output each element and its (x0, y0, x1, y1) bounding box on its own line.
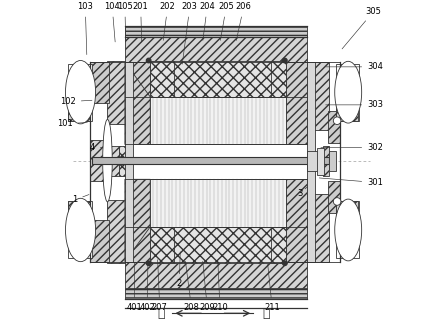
Bar (125, 62, 150, 97)
Bar (125, 227, 150, 262)
Text: 101: 101 (57, 119, 87, 128)
Bar (317, 147, 324, 175)
Text: 103: 103 (78, 3, 93, 54)
Text: 209: 209 (199, 261, 215, 312)
Text: 208: 208 (183, 261, 199, 312)
Bar (150, 179, 287, 227)
Circle shape (333, 117, 341, 125)
Ellipse shape (335, 61, 361, 123)
Bar (90, 62, 109, 103)
Bar (119, 146, 128, 176)
Text: 305: 305 (342, 7, 381, 49)
Text: 3: 3 (297, 187, 307, 198)
Text: 后: 后 (262, 307, 270, 320)
Bar (125, 62, 133, 262)
Text: 207: 207 (152, 260, 167, 312)
Bar (90, 140, 108, 181)
Bar (108, 61, 125, 124)
Bar (68, 92, 90, 121)
Ellipse shape (66, 198, 96, 262)
Bar (335, 202, 358, 230)
Bar (68, 64, 92, 121)
Text: 102: 102 (60, 97, 92, 106)
Polygon shape (287, 179, 307, 262)
Bar (125, 288, 307, 299)
Text: 202: 202 (160, 3, 175, 40)
Bar (90, 221, 109, 262)
Bar (125, 262, 307, 289)
Bar (329, 151, 335, 171)
Bar (307, 62, 329, 130)
Bar (307, 194, 329, 262)
Text: 204: 204 (199, 3, 215, 40)
Bar (150, 97, 287, 145)
Bar (323, 146, 329, 176)
Text: 304: 304 (326, 62, 383, 71)
Bar (328, 181, 340, 213)
Text: 206: 206 (236, 3, 252, 40)
Bar (150, 227, 287, 263)
Text: 210: 210 (212, 261, 228, 312)
Text: 2: 2 (177, 252, 182, 288)
Polygon shape (125, 179, 150, 262)
Text: 205: 205 (218, 3, 234, 40)
Circle shape (283, 58, 287, 63)
Bar (68, 202, 90, 230)
Text: 402: 402 (139, 263, 155, 312)
Circle shape (147, 261, 151, 265)
Text: 211: 211 (264, 264, 280, 312)
Bar (150, 227, 174, 263)
Bar (307, 151, 318, 171)
Text: 前: 前 (158, 307, 165, 320)
Bar (109, 146, 119, 176)
Ellipse shape (335, 199, 361, 261)
Bar (271, 61, 287, 97)
Polygon shape (287, 62, 307, 145)
Text: 105: 105 (117, 3, 133, 42)
Text: 203: 203 (182, 3, 198, 64)
Ellipse shape (66, 61, 96, 124)
Text: 302: 302 (321, 143, 383, 152)
Bar (271, 227, 287, 263)
Bar (150, 61, 287, 97)
Text: 104: 104 (105, 3, 120, 42)
Bar (335, 64, 359, 121)
Text: 1: 1 (72, 194, 89, 204)
Bar (307, 62, 315, 262)
Circle shape (147, 58, 151, 63)
Polygon shape (125, 62, 150, 145)
Text: 303: 303 (326, 100, 383, 109)
Circle shape (283, 261, 287, 265)
Bar (125, 26, 307, 37)
Text: 301: 301 (319, 178, 383, 187)
Circle shape (333, 198, 341, 205)
Bar (92, 157, 329, 164)
Bar (335, 92, 358, 121)
Bar (335, 202, 359, 259)
Bar (328, 111, 340, 143)
Bar (150, 61, 174, 97)
Ellipse shape (103, 119, 112, 202)
Text: 201: 201 (133, 3, 148, 42)
Bar (68, 202, 92, 259)
Bar (125, 35, 307, 62)
Text: 4: 4 (89, 143, 109, 152)
Bar (108, 200, 125, 263)
Text: 401: 401 (127, 263, 142, 312)
